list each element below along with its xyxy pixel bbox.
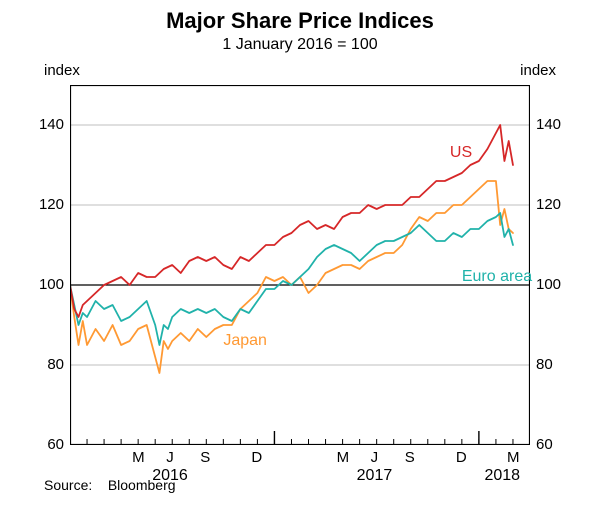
series-label: Euro area	[462, 268, 532, 286]
xtick-label: M	[132, 449, 145, 466]
xtick-label: D	[251, 449, 262, 466]
chart-subtitle: 1 January 2016 = 100	[0, 36, 600, 54]
y-axis-label-left: index	[44, 62, 80, 79]
ytick-right: 100	[536, 276, 561, 293]
xtick-label: J	[166, 449, 174, 466]
series-label: US	[450, 144, 472, 162]
xtick-label: S	[405, 449, 415, 466]
ytick-left: 60	[47, 436, 64, 453]
plot-svg	[70, 85, 530, 445]
chart-title: Major Share Price Indices	[0, 8, 600, 34]
plot-area	[70, 85, 530, 445]
xtick-label: D	[456, 449, 467, 466]
xtick-label: M	[507, 449, 520, 466]
xtick-label: M	[337, 449, 350, 466]
ytick-right: 120	[536, 196, 561, 213]
ytick-left: 140	[39, 116, 64, 133]
ytick-right: 80	[536, 356, 553, 373]
source-value: Bloomberg	[108, 477, 176, 493]
source-label: Source:	[44, 477, 92, 493]
xtick-label: J	[371, 449, 379, 466]
ytick-left: 120	[39, 196, 64, 213]
chart-container: Major Share Price Indices 1 January 2016…	[0, 0, 600, 505]
ytick-left: 80	[47, 356, 64, 373]
year-label: 2017	[357, 467, 393, 485]
ytick-left: 100	[39, 276, 64, 293]
year-label: 2018	[484, 467, 520, 485]
source-line: Source: Bloomberg	[44, 477, 176, 493]
xtick-label: S	[200, 449, 210, 466]
ytick-right: 60	[536, 436, 553, 453]
series-label: Japan	[223, 332, 267, 350]
ytick-right: 140	[536, 116, 561, 133]
y-axis-label-right: index	[520, 62, 556, 79]
